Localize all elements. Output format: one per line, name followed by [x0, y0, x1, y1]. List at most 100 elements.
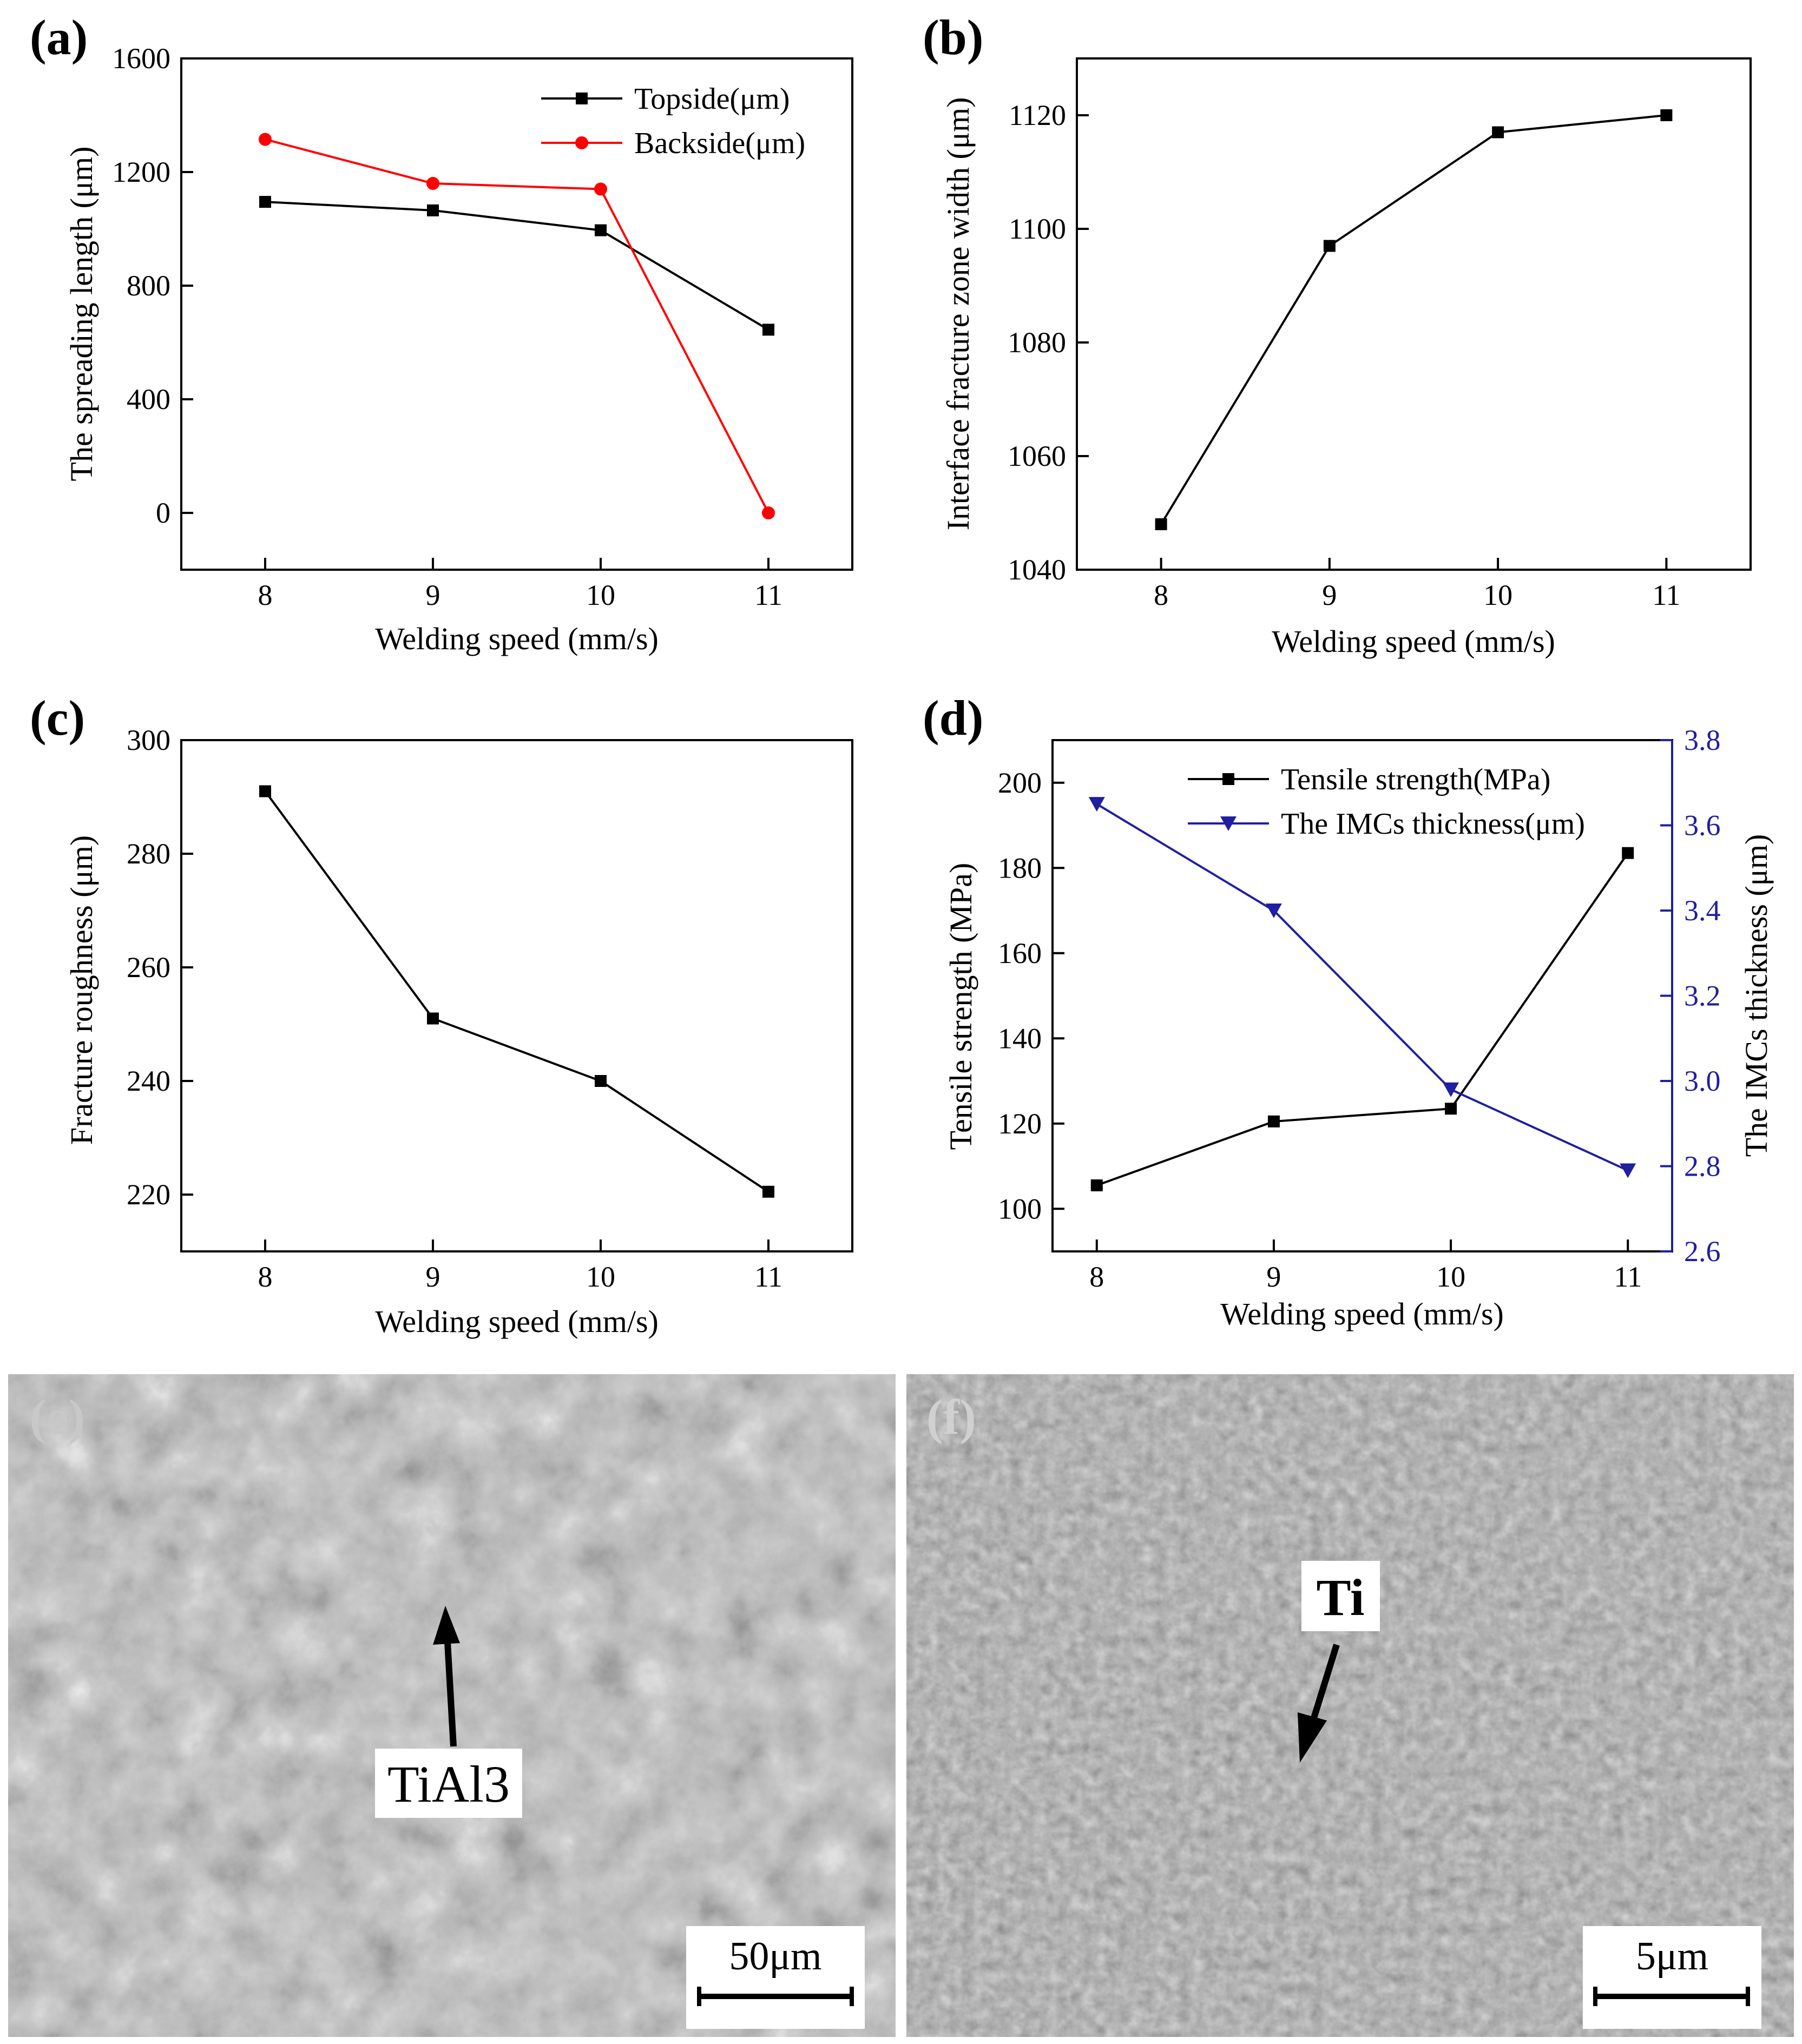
legend-label: Tensile strength(MPa) [1281, 763, 1550, 796]
data-point [595, 224, 607, 236]
x-tick-label: 10 [1436, 1261, 1465, 1293]
x-tick-label: 10 [586, 1261, 615, 1293]
y-tick-label: 800 [127, 269, 170, 302]
y-tick-label: 120 [998, 1107, 1042, 1140]
y-tick-label: 260 [127, 951, 170, 984]
plot-marks [1088, 797, 1636, 1191]
data-point [427, 204, 439, 216]
micrograph-panel-f: (f) Ti 5μm [906, 1374, 1794, 2037]
data-point [259, 133, 272, 146]
arrow-head [433, 1606, 460, 1645]
y-tick-label: 280 [127, 838, 170, 870]
y-tick-label: 240 [127, 1065, 170, 1097]
y2-tick-label: 2.6 [1684, 1235, 1721, 1268]
legend-label: The IMCs thickness(μm) [1281, 807, 1585, 841]
x-tick-label: 9 [426, 1261, 440, 1293]
scale-bar-label: 50μm [729, 1934, 821, 1979]
y-tick-label: 100 [998, 1192, 1042, 1225]
x-tick-label: 10 [586, 579, 615, 611]
y2-axis-title: The IMCs thickness (μm) [1739, 834, 1774, 1157]
data-point [427, 1012, 439, 1025]
y-tick-label: 300 [127, 724, 170, 756]
chart-panel-c: (c) Welding speed (mm/s) Fracture roughn… [30, 690, 853, 1339]
series-line [1096, 852, 1629, 1186]
data-point [594, 182, 607, 196]
data-point [762, 324, 774, 336]
legend-marker [576, 93, 588, 104]
axis-ticks: 8 9 10 11 0 400 800 1200 1600 [112, 42, 782, 611]
panel-label: (d) [923, 690, 983, 746]
plot-marks [1155, 109, 1673, 530]
x-axis-title: Welding speed (mm/s) [375, 1304, 659, 1339]
y2-tick-label: 3.0 [1684, 1065, 1721, 1097]
legend-label: Topside(μm) [634, 82, 790, 116]
y-tick-label: 1080 [1008, 326, 1066, 359]
x-tick-label: 9 [1322, 579, 1337, 611]
x-tick-label: 11 [754, 579, 782, 611]
legend: Tensile strength(MPa) The IMCs thickness(… [1188, 763, 1585, 841]
x-tick-label: 8 [258, 1261, 273, 1293]
y-axis-title: The spreading length (μm) [64, 147, 99, 482]
series-line [264, 790, 770, 1193]
legend-marker [1222, 773, 1234, 785]
axis-ticks: 8 9 10 11 100 120 140 160 180 200 2.6 2.8 3.0 3.2 3.4 3… [998, 724, 1721, 1293]
x-tick-label: 10 [1483, 579, 1512, 611]
y2-tick-label: 3.8 [1684, 724, 1721, 756]
panel-label: (a) [30, 10, 88, 65]
data-point [1155, 518, 1167, 530]
panel-label: (f) [926, 1389, 976, 1445]
annotation-box [375, 1749, 522, 1818]
series-line [1160, 114, 1667, 525]
y2-tick-label: 2.8 [1684, 1150, 1721, 1183]
annotation-label: TiAl3 [387, 1755, 510, 1813]
chart-panel-d: (d) Welding speed (mm/s) Tensile strengt… [923, 690, 1774, 1331]
arrow-head [1298, 1712, 1327, 1763]
x-tick-label: 11 [754, 1261, 782, 1293]
legend-label: Backside(μm) [634, 127, 805, 160]
plot-marks [259, 785, 774, 1198]
data-point [1323, 240, 1336, 252]
y-tick-label: 200 [998, 767, 1042, 799]
plot-frame [1076, 57, 1752, 571]
x-tick-label: 11 [1614, 1261, 1642, 1293]
chart-panel-a: (a) Welding speed (mm/s) The spreading l… [30, 10, 853, 656]
plot-frame [180, 739, 853, 1252]
panel-label: (b) [923, 10, 983, 65]
plot-frame [180, 57, 853, 571]
series-line [265, 201, 770, 331]
x-tick-label: 9 [426, 579, 440, 611]
y-tick-label: 1600 [112, 42, 170, 75]
data-point [595, 1075, 607, 1087]
axis-ticks: 8 9 10 11 1040 1060 1080 1100 1120 [1008, 99, 1680, 611]
axis-ticks: 8 9 10 11 220 240 260 280 300 [127, 724, 782, 1293]
data-point [1660, 109, 1673, 121]
data-point [1492, 126, 1504, 139]
data-point [1267, 1115, 1280, 1128]
legend: Topside(μm) Backside(μm) [541, 82, 805, 160]
y-tick-label: 160 [998, 937, 1042, 970]
data-point [1620, 1163, 1636, 1178]
annotation-label: Ti [1317, 1568, 1365, 1626]
y-tick-label: 1060 [1008, 440, 1066, 472]
data-point [1088, 797, 1105, 812]
y-tick-label: 400 [127, 383, 170, 416]
data-point [259, 785, 271, 797]
panel-label: (c) [30, 690, 85, 746]
series-line [1096, 803, 1629, 1172]
x-tick-label: 8 [258, 579, 273, 611]
legend-marker [575, 136, 588, 149]
y-tick-label: 140 [998, 1022, 1042, 1054]
micrograph-panel-e: (e) TiAl3 50μm [8, 1374, 896, 2037]
y2-tick-label: 3.2 [1684, 980, 1721, 1012]
series-line [265, 138, 770, 513]
y-tick-label: 1040 [1008, 553, 1066, 586]
scale-bar-label: 5μm [1636, 1934, 1708, 1979]
y-tick-label: 1100 [1009, 213, 1066, 245]
data-point [1265, 904, 1282, 918]
data-point [259, 196, 271, 208]
y-tick-label: 1200 [112, 156, 170, 188]
data-point [1090, 1179, 1103, 1191]
x-tick-label: 9 [1266, 1261, 1281, 1293]
data-point [762, 1185, 774, 1198]
